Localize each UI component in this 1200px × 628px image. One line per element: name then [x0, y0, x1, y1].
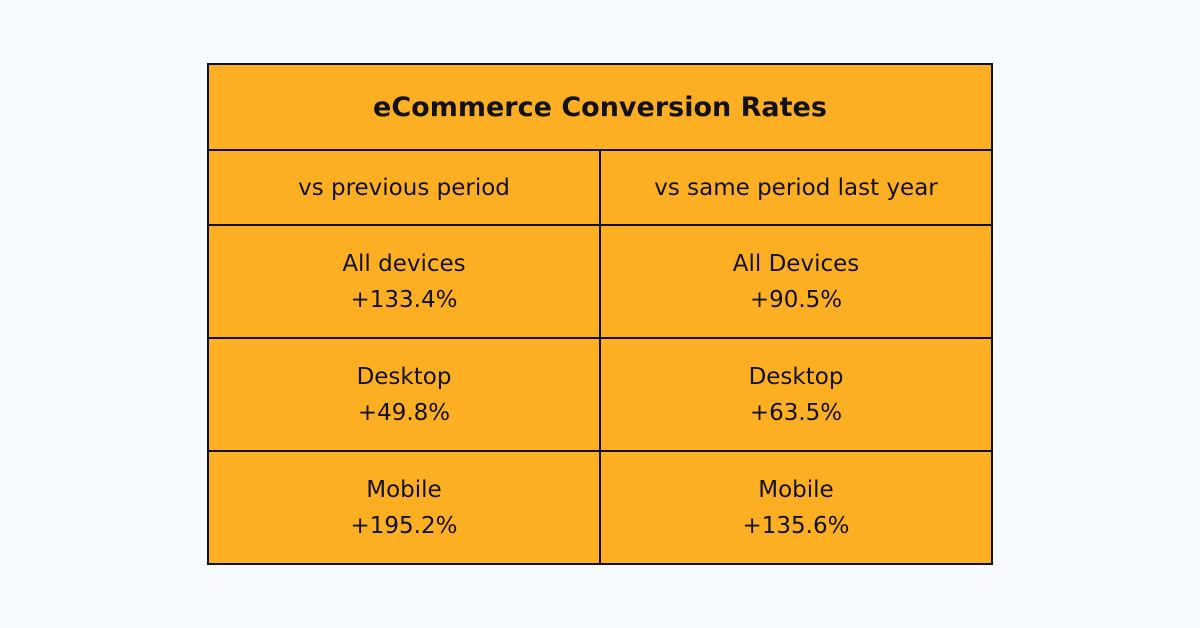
- table-row: Desktop +49.8% Desktop +63.5%: [207, 337, 993, 452]
- cell-label: Desktop: [356, 363, 452, 390]
- table-row: Mobile +195.2% Mobile +135.6%: [207, 450, 993, 565]
- cell-value: +49.8%: [357, 399, 451, 426]
- table-row: All devices +133.4% All Devices +90.5%: [207, 224, 993, 339]
- column-header-last-year: vs same period last year: [599, 149, 993, 226]
- cell-label: Desktop: [748, 363, 844, 390]
- cell-desktop-last-year: Desktop +63.5%: [599, 337, 993, 452]
- cell-label: All Devices: [732, 250, 860, 277]
- cell-label: All devices: [342, 250, 466, 277]
- cell-value: +90.5%: [749, 286, 843, 313]
- cell-all-devices-previous: All devices +133.4%: [207, 224, 601, 339]
- cell-desktop-previous: Desktop +49.8%: [207, 337, 601, 452]
- conversion-table: eCommerce Conversion Rates vs previous p…: [207, 63, 993, 565]
- table-title: eCommerce Conversion Rates: [207, 63, 993, 151]
- cell-mobile-previous: Mobile +195.2%: [207, 450, 601, 565]
- cell-value: +63.5%: [749, 399, 843, 426]
- cell-all-devices-last-year: All Devices +90.5%: [599, 224, 993, 339]
- cell-mobile-last-year: Mobile +135.6%: [599, 450, 993, 565]
- column-header-previous-period: vs previous period: [207, 149, 601, 226]
- cell-value: +133.4%: [350, 286, 458, 313]
- cell-label: Mobile: [758, 476, 834, 503]
- cell-value: +195.2%: [350, 512, 458, 539]
- cell-label: Mobile: [366, 476, 442, 503]
- cell-value: +135.6%: [742, 512, 850, 539]
